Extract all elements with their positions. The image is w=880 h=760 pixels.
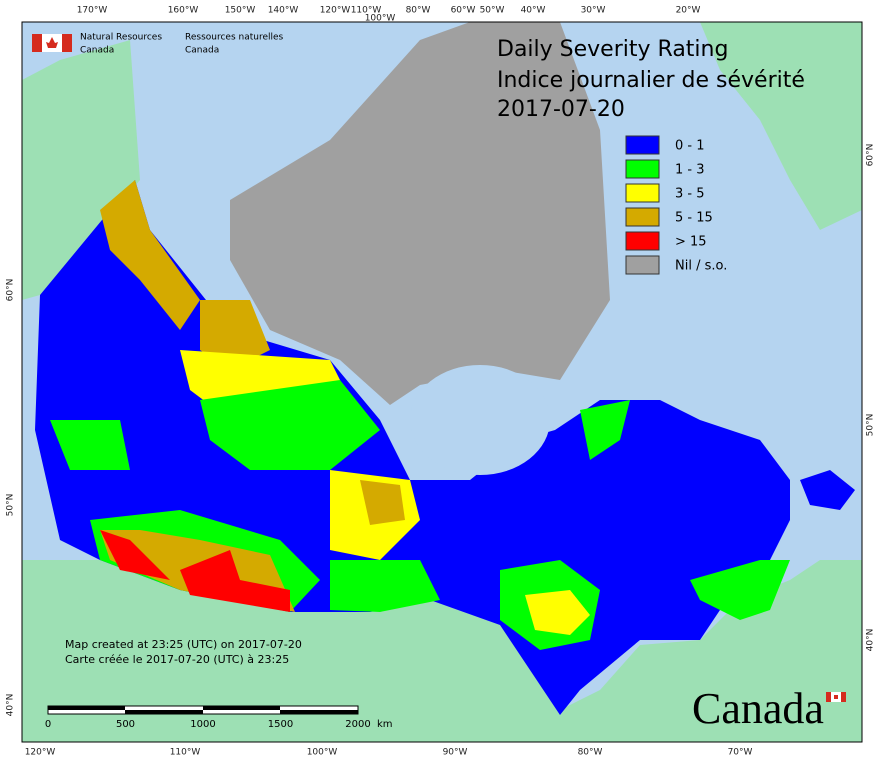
legend-label: 1 - 3 <box>675 163 705 178</box>
alaska <box>22 40 140 300</box>
graticule-label: 30°W <box>581 6 606 16</box>
arctic-nil <box>230 22 610 405</box>
scale-unit: km <box>377 719 393 730</box>
patch-red <box>180 550 290 612</box>
legend-label: Nil / s.o. <box>675 259 727 274</box>
wordmark-flag <box>826 692 846 702</box>
dept-en: Canada <box>80 46 114 56</box>
credit: Map created at 23:25 (UTC) on 2017-07-20 <box>65 638 302 651</box>
dept-fr: Ressources naturelles <box>185 33 284 43</box>
legend-swatch <box>625 255 660 275</box>
legend-label: 5 - 15 <box>675 211 713 226</box>
scale-label: 0 <box>45 719 51 730</box>
scale-labels: 0 500 1000 1500 2000 km <box>45 719 393 730</box>
greenland <box>700 22 862 230</box>
graticule-label: 80°W <box>406 6 431 16</box>
patch-green <box>200 380 380 470</box>
scale-label: 500 <box>116 719 135 730</box>
legend-label: > 15 <box>675 235 707 250</box>
graticule-label: 70°W <box>728 748 753 758</box>
hudson-bay <box>410 365 550 475</box>
nrcan-flag <box>32 34 72 52</box>
graticule-label: 40°N <box>6 694 16 717</box>
graticule-label: 140°W <box>268 6 299 16</box>
patch-green <box>580 400 630 460</box>
legend: 0 - 1 1 - 3 3 - 5 5 - 15 > 15 Nil / s.o. <box>625 135 727 275</box>
legend-swatch <box>625 207 660 227</box>
graticule-label: 60°W <box>451 6 476 16</box>
patch-red <box>100 530 170 580</box>
graticule-label: 110°W <box>351 6 382 16</box>
patch-orange <box>360 480 405 525</box>
graticule-label: 100°W <box>365 14 396 24</box>
graticule-label: 40°N <box>866 629 876 652</box>
graticule-label: 60°N <box>866 144 876 167</box>
dept-en: Natural Resources <box>80 33 162 43</box>
patch-green <box>690 560 790 620</box>
legend-swatch <box>625 183 660 203</box>
legend-label: 3 - 5 <box>675 187 705 202</box>
usa <box>22 560 862 742</box>
frame <box>21 21 863 743</box>
dept-fr: Canada <box>185 46 219 56</box>
scale-label: 1500 <box>268 719 293 730</box>
wordmark: Canada <box>692 684 824 733</box>
credit: Carte créée le 2017-07-20 (UTC) à 23:25 <box>65 653 289 666</box>
graticule-label: 150°W <box>225 6 256 16</box>
graticule-label: 50°N <box>6 494 16 517</box>
scale-label: 1000 <box>190 719 215 730</box>
title: Daily Severity Rating <box>497 37 728 62</box>
graticule-label: 160°W <box>168 6 199 16</box>
newfoundland <box>800 470 855 510</box>
legend-swatch <box>625 159 660 179</box>
graticule-label: 90°W <box>443 748 468 758</box>
graticule-label: 120°W <box>25 748 56 758</box>
graticule-label: 80°W <box>578 748 603 758</box>
graticule-label: 50°W <box>480 6 505 16</box>
patch-green <box>50 420 130 470</box>
graticule-label: 50°N <box>866 414 876 437</box>
graticule-label: 170°W <box>77 6 108 16</box>
title: Indice journalier de sévérité <box>497 68 805 93</box>
scale-label: 2000 <box>345 719 370 730</box>
legend-swatch <box>625 135 660 155</box>
graticule-label: 110°W <box>170 748 201 758</box>
graticule-label: 40°W <box>521 6 546 16</box>
graticule-label: 120°W <box>320 6 351 16</box>
patch-yellow <box>525 590 590 635</box>
patch-orange <box>100 180 200 330</box>
graticule-label: 20°W <box>676 6 701 16</box>
legend-label: 0 - 1 <box>675 139 705 154</box>
scale-bar <box>47 705 359 715</box>
patch-green <box>330 560 440 612</box>
graticule-label: 60°N <box>6 279 16 302</box>
graticule-label: 100°W <box>307 748 338 758</box>
title: 2017-07-20 <box>497 97 625 122</box>
legend-swatch <box>625 231 660 251</box>
